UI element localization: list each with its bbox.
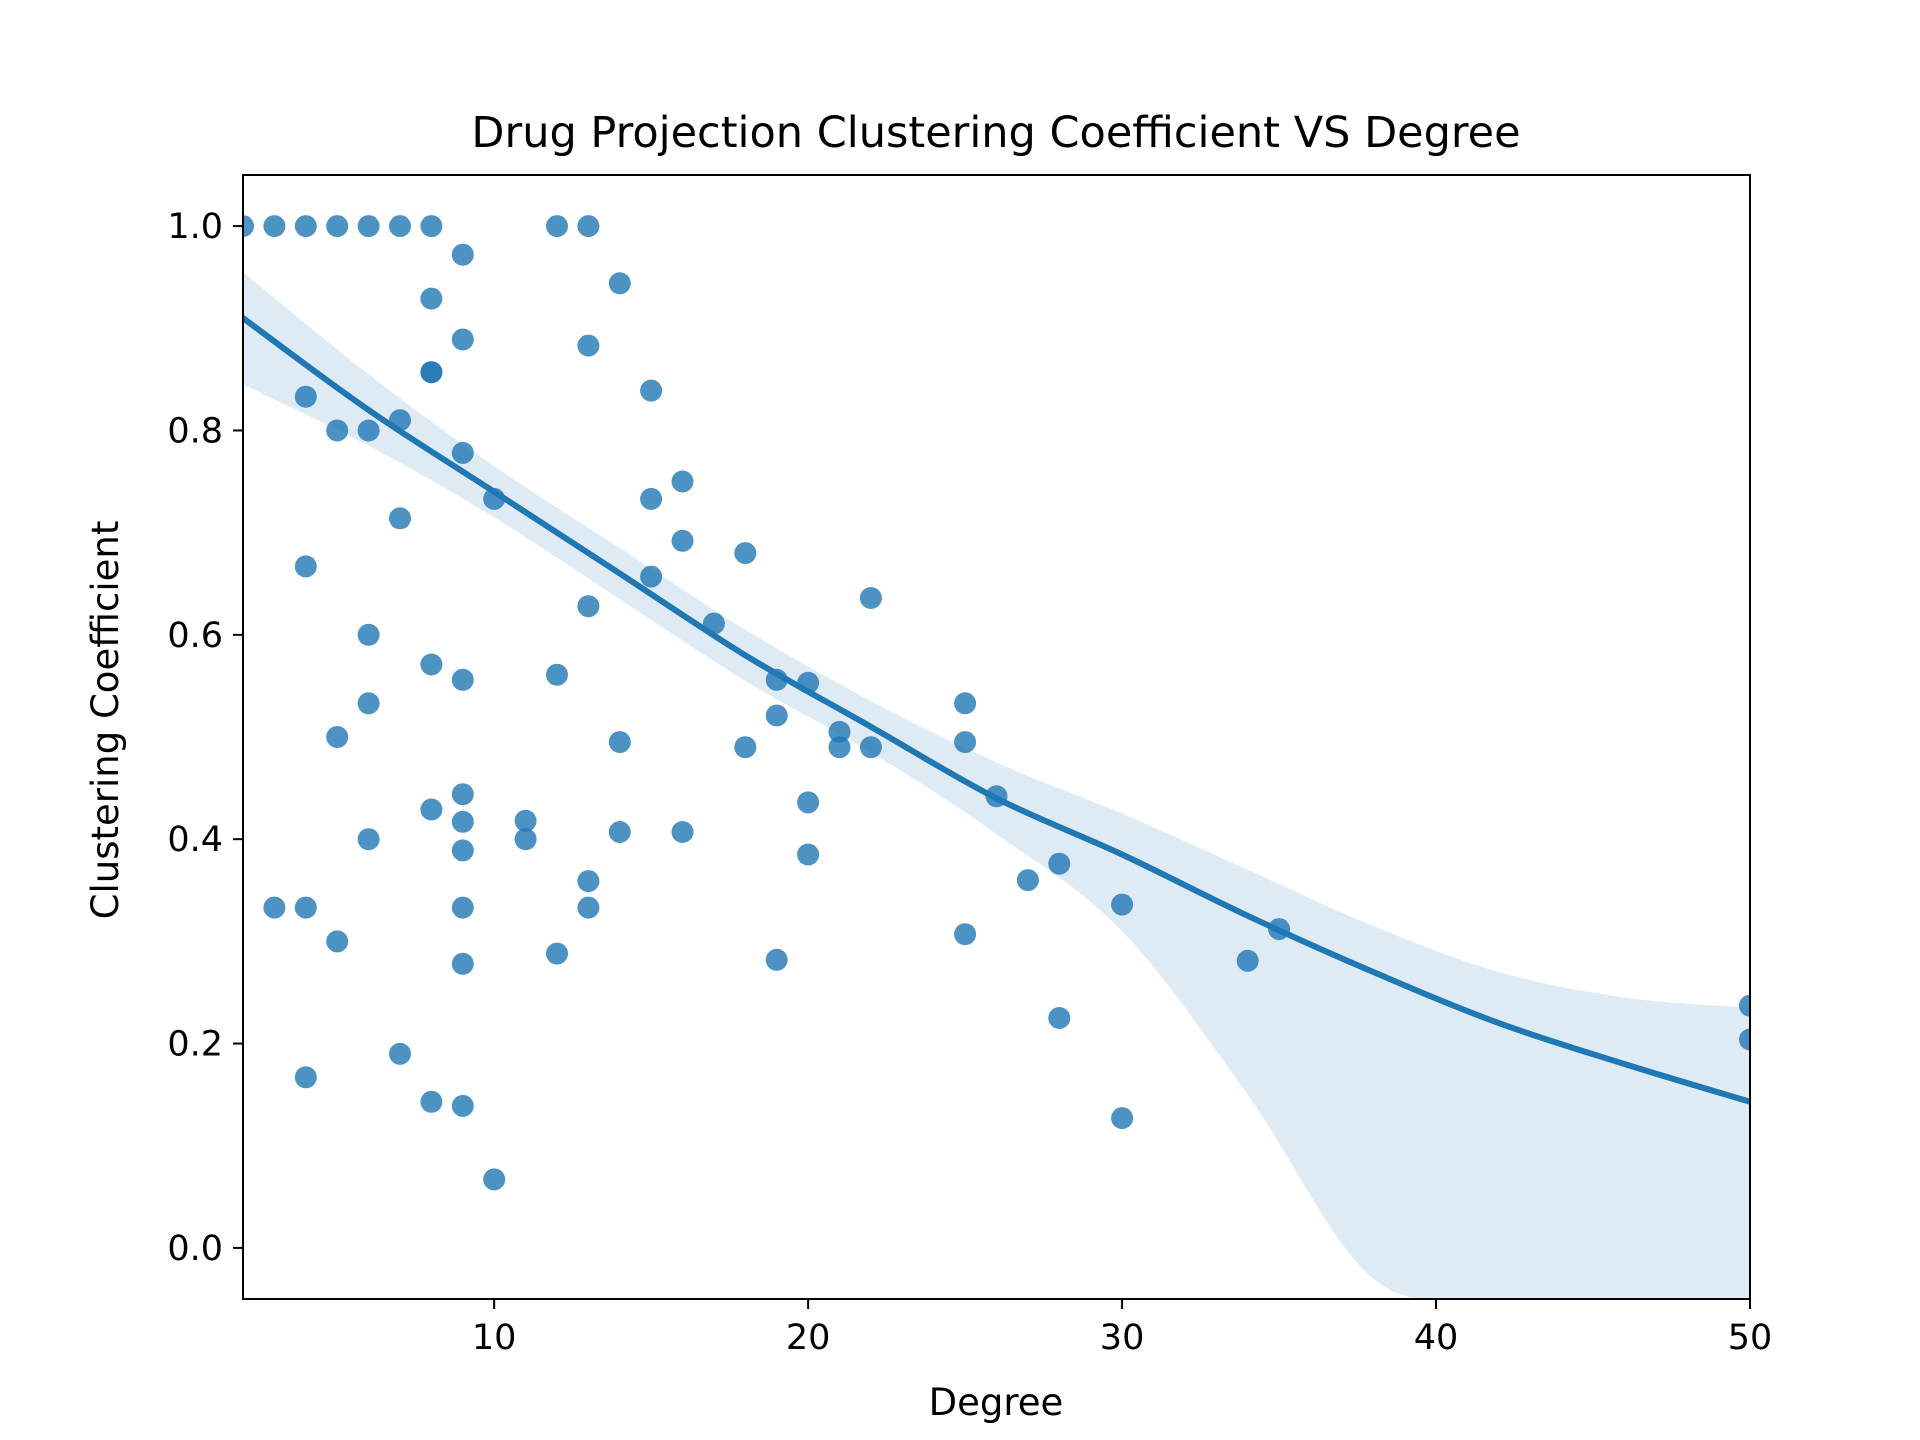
data-point xyxy=(451,952,474,975)
y-tick-label: 0.6 xyxy=(167,616,223,656)
data-point xyxy=(546,663,568,686)
data-point xyxy=(451,810,474,833)
data-point xyxy=(243,215,254,238)
data-point xyxy=(420,361,443,384)
data-point xyxy=(797,843,820,866)
axes: 10 20 30 40 50 0.0 0.2 0.4 0.6 0.8 1.0 xyxy=(167,174,1773,1358)
data-point xyxy=(1739,1028,1750,1051)
data-point xyxy=(577,896,600,919)
data-point xyxy=(483,1168,506,1191)
data-point xyxy=(797,791,820,814)
data-point xyxy=(389,1042,411,1065)
data-point xyxy=(1048,1007,1071,1029)
data-point xyxy=(671,821,694,843)
data-point xyxy=(451,441,474,464)
data-point xyxy=(577,870,600,893)
data-point xyxy=(734,542,757,565)
data-point xyxy=(1739,994,1750,1017)
data-point xyxy=(451,243,474,266)
data-point xyxy=(828,720,851,743)
data-point xyxy=(326,930,349,953)
data-point xyxy=(954,923,977,946)
data-point xyxy=(389,507,411,530)
data-point xyxy=(1111,893,1134,916)
x-tick-label: 40 xyxy=(1414,1318,1459,1358)
data-point xyxy=(514,809,537,832)
y-tick-label: 0.4 xyxy=(167,820,223,860)
data-point xyxy=(451,896,474,919)
data-point xyxy=(451,668,474,691)
data-point xyxy=(294,896,317,919)
data-point xyxy=(357,623,380,646)
data-point xyxy=(420,215,443,238)
data-point xyxy=(859,587,882,609)
data-point xyxy=(326,419,349,442)
x-tick-label: 20 xyxy=(786,1318,831,1358)
data-point xyxy=(734,736,757,759)
data-point xyxy=(608,821,631,843)
data-point xyxy=(389,215,411,238)
data-point xyxy=(420,798,443,821)
data-point xyxy=(357,215,380,238)
data-point xyxy=(1048,852,1071,875)
data-point xyxy=(671,529,694,552)
data-point xyxy=(1111,1107,1134,1130)
data-point xyxy=(640,487,663,510)
data-point xyxy=(326,215,349,238)
data-point xyxy=(765,704,788,727)
data-point xyxy=(954,731,977,754)
data-point xyxy=(294,555,317,578)
data-point xyxy=(640,379,663,402)
data-point xyxy=(420,1090,443,1113)
data-point xyxy=(546,215,568,238)
data-point xyxy=(263,896,286,919)
y-tick-label: 0.8 xyxy=(167,411,223,451)
data-point xyxy=(357,828,380,851)
data-point xyxy=(1236,949,1259,972)
data-point xyxy=(420,653,443,676)
regression-line xyxy=(243,315,1750,1105)
data-point xyxy=(263,215,286,238)
x-tick-label: 30 xyxy=(1100,1318,1145,1358)
x-axis-label: Degree xyxy=(929,1381,1064,1424)
data-point xyxy=(451,839,474,862)
y-axis-label: Clustering Coefficient xyxy=(84,521,127,920)
data-point xyxy=(451,328,474,351)
data-point xyxy=(1016,869,1039,892)
y-tick-label: 0.0 xyxy=(167,1229,223,1269)
data-point xyxy=(640,565,663,588)
data-point xyxy=(451,1094,474,1117)
data-point xyxy=(357,419,380,442)
axes-frame xyxy=(242,174,1751,1300)
data-point xyxy=(326,726,349,748)
plot-area xyxy=(243,215,1750,1299)
y-tick-label: 1.0 xyxy=(167,207,223,247)
data-point xyxy=(765,948,788,971)
data-point xyxy=(859,736,882,759)
data-point xyxy=(828,736,851,759)
data-point xyxy=(420,287,443,310)
data-point xyxy=(608,731,631,754)
data-point xyxy=(294,215,317,238)
data-point xyxy=(357,692,380,715)
data-point xyxy=(577,595,600,618)
data-point xyxy=(577,215,600,238)
data-point xyxy=(294,385,317,408)
chart-title: Drug Projection Clustering Coefficient V… xyxy=(471,108,1520,158)
data-point xyxy=(671,470,694,493)
x-tick-label: 10 xyxy=(472,1318,517,1358)
x-tick-label: 50 xyxy=(1728,1318,1773,1358)
data-point xyxy=(954,692,977,715)
data-point xyxy=(608,272,631,295)
data-point xyxy=(546,942,568,965)
y-tick-label: 0.2 xyxy=(167,1025,223,1065)
data-point xyxy=(514,828,537,851)
data-point xyxy=(577,334,600,357)
data-point xyxy=(451,783,474,806)
data-point xyxy=(294,1066,317,1089)
